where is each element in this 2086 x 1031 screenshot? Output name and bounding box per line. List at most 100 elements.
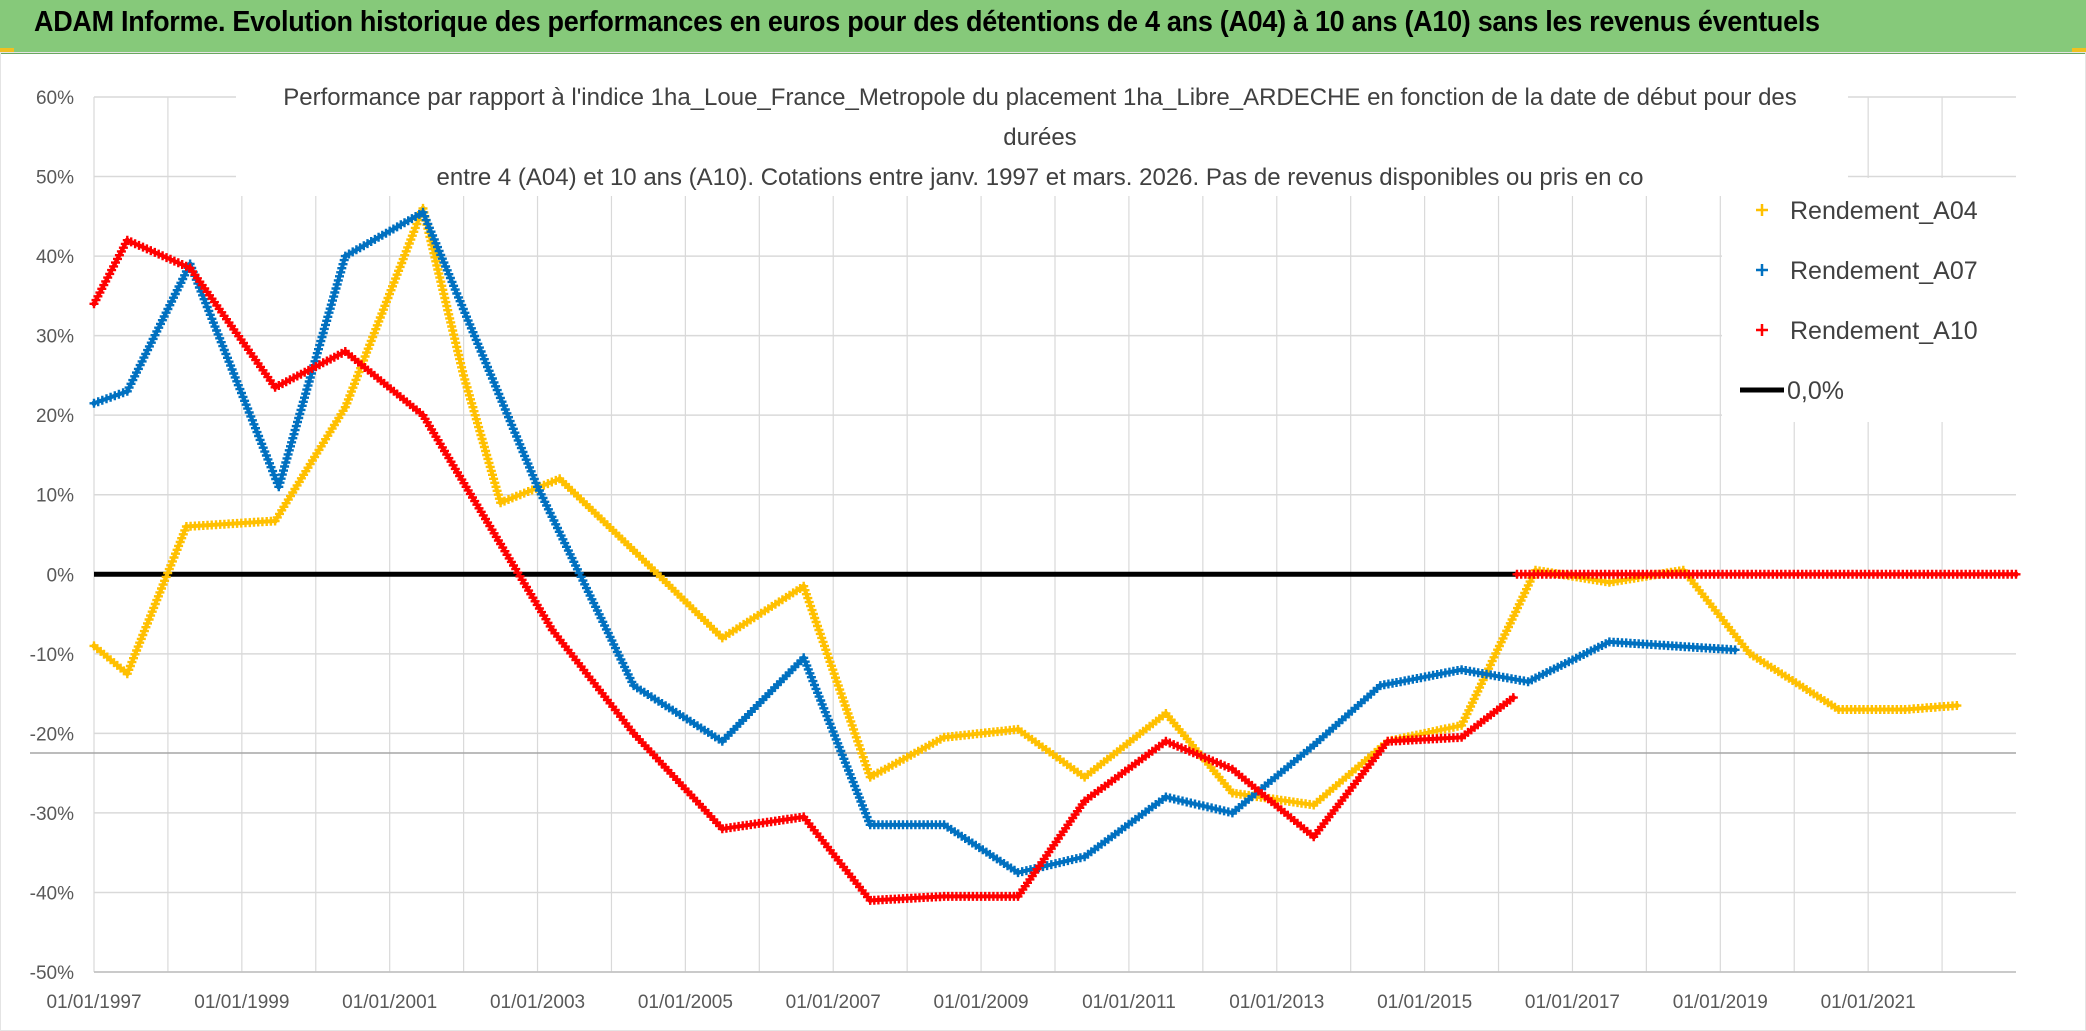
- y-tick-label: 60%: [36, 88, 74, 109]
- series-markers: [89, 207, 1740, 878]
- legend-marker-icon: [1756, 204, 1768, 216]
- chart-title-line-2: durées: [1003, 124, 1077, 151]
- data-point: [1510, 694, 1516, 701]
- data-point: [272, 518, 278, 524]
- data-point: [1525, 679, 1531, 685]
- data-point: [801, 814, 807, 820]
- data-point: [631, 730, 637, 736]
- data-point: [91, 400, 97, 406]
- data-point: [1732, 647, 1738, 653]
- series-line: [92, 210, 1738, 875]
- data-point: [534, 484, 541, 490]
- data-point: [1385, 738, 1391, 744]
- title-mask: [236, 78, 1848, 196]
- data-point: [867, 897, 873, 904]
- data-point: [1747, 651, 1753, 657]
- data-point: [1081, 798, 1088, 804]
- data-point: [1311, 802, 1317, 808]
- data-point: [1835, 706, 1842, 713]
- x-tick-label: 01/01/2007: [786, 992, 881, 1013]
- series-layer: [89, 203, 2021, 905]
- y-tick-label: -10%: [30, 645, 74, 666]
- data-point: [124, 388, 130, 394]
- y-tick-label: -50%: [30, 963, 74, 984]
- data-point: [867, 774, 873, 780]
- data-point: [1902, 706, 1908, 713]
- data-point: [2013, 571, 2019, 577]
- data-point: [342, 348, 348, 355]
- x-tick-label: 01/01/1997: [46, 992, 141, 1013]
- series-markers: [1512, 569, 2021, 579]
- data-point: [91, 301, 97, 307]
- data-point: [631, 547, 637, 554]
- data-point: [941, 734, 947, 740]
- x-tick-label: 01/01/2021: [1821, 992, 1916, 1013]
- data-point: [420, 412, 426, 418]
- grid-layer: [30, 78, 2016, 973]
- data-point: [272, 384, 278, 390]
- x-tick-label: 01/01/2019: [1673, 992, 1768, 1013]
- data-point: [187, 265, 193, 271]
- legend-label: 0,0%: [1787, 377, 1844, 405]
- x-tick-label: 01/01/2013: [1229, 992, 1324, 1013]
- legend-marker-icon: [1756, 324, 1768, 336]
- data-point: [1015, 893, 1021, 900]
- y-tick-label: -40%: [30, 883, 74, 904]
- data-point: [1229, 810, 1236, 816]
- data-point: [1163, 710, 1169, 717]
- data-point: [1229, 790, 1236, 796]
- data-point: [631, 683, 637, 689]
- series-rendement-a04: [89, 203, 1962, 810]
- data-point: [1377, 683, 1383, 689]
- series-rendement-a10: [1512, 569, 2021, 579]
- legend-label: Rendement_A10: [1790, 317, 1978, 345]
- data-point: [1514, 571, 1520, 577]
- series-markers: [89, 203, 1962, 810]
- data-point: [801, 583, 807, 589]
- x-tick-label: 01/01/2009: [934, 992, 1029, 1013]
- data-point: [719, 635, 725, 641]
- data-point: [1606, 579, 1613, 585]
- x-tick-label: 01/01/2001: [342, 992, 437, 1013]
- legend-label: Rendement_A04: [1790, 197, 1978, 225]
- y-tick-label: -30%: [30, 804, 74, 825]
- y-tick-label: 10%: [36, 486, 74, 507]
- data-point: [1311, 834, 1317, 840]
- legend-box: [1722, 178, 2022, 422]
- x-tick-label: 01/01/2003: [490, 992, 585, 1013]
- data-point: [1954, 702, 1960, 709]
- legend-marker-icon: [1756, 264, 1768, 276]
- data-point: [1458, 734, 1465, 740]
- data-point: [719, 738, 725, 744]
- data-point: [1229, 766, 1236, 772]
- data-point: [420, 209, 426, 215]
- y-tick-label: 30%: [36, 327, 74, 348]
- corner-marker: [0, 48, 14, 53]
- corner-marker: [2072, 48, 2086, 53]
- data-point: [719, 826, 725, 832]
- data-point: [1163, 738, 1169, 744]
- x-tick-label: 01/01/2015: [1377, 992, 1472, 1013]
- axis-layer: 60% 50% 40% 30% 20% 10% 0% -10% -20% -30% -40% -50%…: [30, 88, 2016, 1013]
- chart-title-line-3: entre 4 (A04) et 10 ans (A10). Cotations…: [436, 164, 1644, 191]
- report-title: ADAM Informe. Evolution historique des p…: [34, 6, 1820, 38]
- y-tick-label: 0%: [47, 565, 75, 586]
- series-line: [92, 206, 1959, 807]
- data-point: [1081, 854, 1088, 860]
- data-point: [342, 253, 348, 259]
- data-point: [549, 627, 555, 633]
- data-point: [1458, 667, 1465, 673]
- data-point: [941, 893, 947, 900]
- data-point: [1015, 726, 1021, 732]
- data-point: [1458, 722, 1465, 729]
- data-point: [1015, 869, 1021, 876]
- data-point: [1163, 794, 1169, 800]
- data-point: [867, 822, 873, 828]
- data-point: [1606, 639, 1613, 645]
- data-point: [1311, 742, 1317, 748]
- y-tick-label: 40%: [36, 247, 74, 268]
- x-tick-label: 01/01/2011: [1082, 992, 1176, 1013]
- data-point: [91, 643, 97, 649]
- data-point: [941, 822, 947, 828]
